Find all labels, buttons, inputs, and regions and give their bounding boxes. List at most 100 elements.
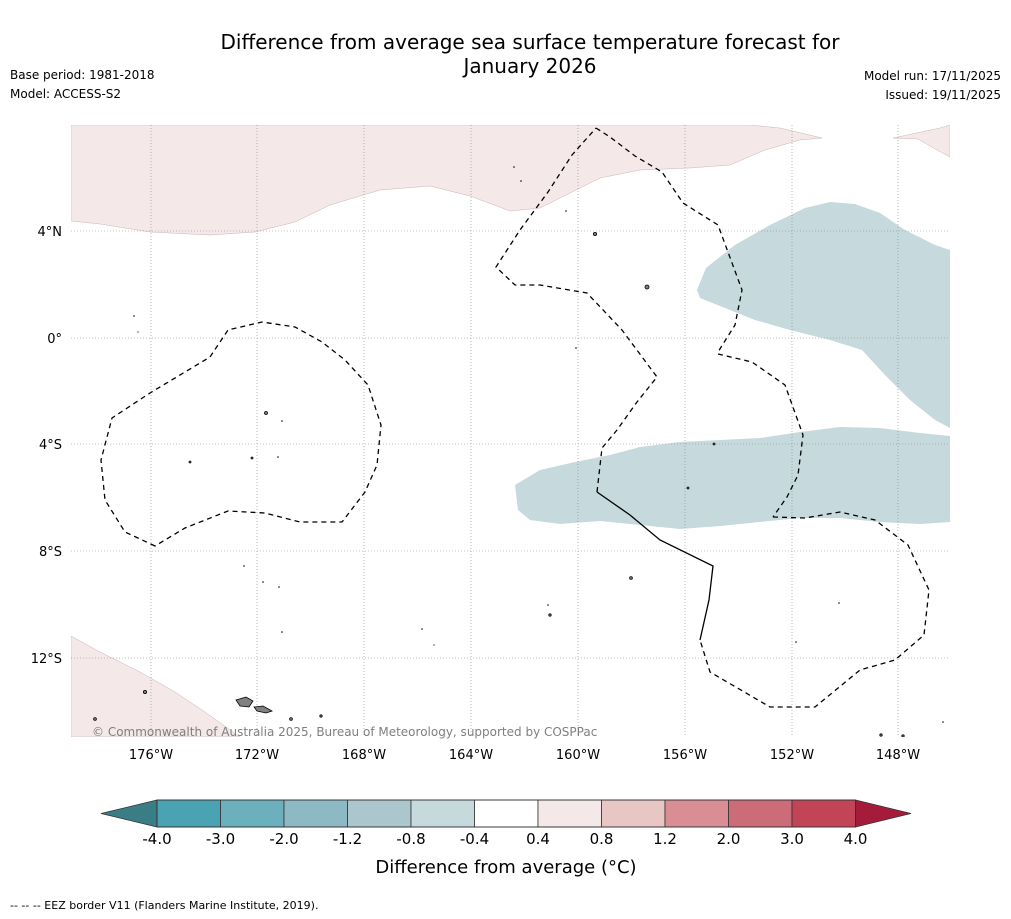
islands [93, 231, 905, 737]
map-area [71, 125, 950, 737]
atoll-m [795, 641, 797, 643]
colorbar-tick-label: -0.8 [396, 830, 425, 848]
atoll-f [277, 456, 279, 458]
eez-border-tokelau-samoa [100, 321, 382, 547]
model-run-text: Model run: 17/11/2025 [863, 69, 1001, 83]
warm-anomaly-region-north [71, 125, 823, 236]
island-small-c [644, 284, 650, 290]
island-small-l [686, 486, 690, 490]
atoll-e [281, 420, 283, 422]
colorbar-tick-label: 4.0 [844, 830, 868, 848]
lon-label-164w: 164°W [449, 748, 493, 763]
island-small-f [289, 717, 293, 721]
lon-label-156w: 156°W [663, 748, 707, 763]
lat-label-0: 0° [47, 332, 62, 347]
copyright-text: © Commonwealth of Australia 2025, Bureau… [92, 725, 597, 739]
island-small-e [93, 717, 97, 721]
model-text: Model: ACCESS-S2 [10, 87, 122, 101]
graticule [71, 125, 950, 737]
colorbar-segment-11 [791, 799, 856, 828]
meta-right: Model run: 17/11/2025 Issued: 19/11/2025 [864, 67, 1001, 105]
lon-label-160w: 160°W [556, 748, 600, 763]
atoll-p [137, 331, 139, 333]
atoll-r [942, 721, 944, 723]
atoll-o [133, 315, 135, 317]
colorbar-segment-5 [410, 799, 475, 828]
colorbar-segment-1 [156, 799, 221, 828]
island-small-n [879, 733, 883, 737]
meta-left: Base period: 1981-2018 Model: ACCESS-S2 [10, 66, 155, 104]
island-small-g [629, 576, 633, 580]
colorbar-segment-9 [664, 799, 729, 828]
atoll-g [243, 565, 245, 567]
colorbar-segment-3 [283, 799, 348, 828]
base-period-text: Base period: 1981-2018 [10, 68, 155, 82]
title-line-2: January 2026 [463, 54, 597, 78]
atoll-d [575, 347, 577, 349]
atoll-a [513, 166, 515, 168]
eez-border-phoenix-line-islands [495, 127, 930, 708]
colorbar-tick-label: 0.4 [526, 830, 550, 848]
eez-border-solid-segment [596, 491, 714, 641]
lat-label-8s: 8°S [39, 545, 62, 560]
lat-label-12s: 12°S [31, 652, 62, 667]
island-small-h [548, 613, 552, 617]
island-small-o [901, 734, 905, 737]
colorbar-segment-8 [601, 799, 666, 828]
atoll-l [547, 604, 549, 606]
colorbar-tick-label: -0.4 [460, 830, 489, 848]
eez-borders [100, 127, 930, 708]
colorbar-tick-label: 2.0 [717, 830, 741, 848]
atoll-q [433, 644, 435, 646]
colorbar-segment-6 [474, 799, 539, 828]
colorbar-segments [156, 799, 856, 828]
warm-anomaly-region-southwest [71, 635, 241, 737]
lon-label-176w: 176°W [129, 748, 173, 763]
atoll-c [565, 210, 567, 212]
title-line-1: Difference from average sea surface temp… [220, 30, 840, 54]
chart-title: Difference from average sea surface temp… [130, 30, 930, 78]
colorbar-tick-label: 1.2 [653, 830, 677, 848]
island-small-b [593, 231, 598, 236]
atoll-n [838, 602, 840, 604]
atoll-i [278, 586, 280, 588]
colorbar-tick-label: -1.2 [333, 830, 362, 848]
island-small-k [712, 442, 716, 446]
island-small-a [264, 411, 268, 415]
latitude-labels: 4°N 0° 4°S 8°S 12°S [31, 225, 62, 667]
colorbar-segment-7 [537, 799, 602, 828]
island-upolu [253, 705, 273, 714]
colorbar-outline [156, 799, 856, 828]
lat-label-4s: 4°S [39, 438, 62, 453]
colorbar-tick-label: 0.8 [590, 830, 614, 848]
island-small-d [142, 690, 147, 695]
island-small-m [319, 714, 323, 718]
colorbar-over-triangle [855, 799, 912, 828]
longitude-labels: 176°W 172°W 168°W 164°W 160°W 156°W 152°… [129, 748, 920, 763]
colorbar-segment-2 [220, 799, 285, 828]
colorbar-tick-label: -4.0 [142, 830, 171, 848]
lon-label-172w: 172°W [235, 748, 279, 763]
colorbar-tick-labels: -4.0 -3.0 -2.0 -1.2 -0.8 -0.4 0.4 0.8 1.… [142, 830, 867, 848]
lon-label-152w: 152°W [770, 748, 814, 763]
colorbar-tick-label: 3.0 [780, 830, 804, 848]
colorbar-tick-label: -3.0 [206, 830, 235, 848]
colorbar-tick-label: -2.0 [269, 830, 298, 848]
colorbar-label: Difference from average (°C) [375, 857, 636, 878]
colorbar-under-triangle [100, 799, 158, 828]
island-small-j [188, 460, 192, 464]
island-savaii [235, 696, 254, 708]
atoll-b [520, 180, 522, 182]
lon-label-148w: 148°W [876, 748, 920, 763]
issued-text: Issued: 19/11/2025 [885, 88, 1001, 102]
colorbar: -4.0 -3.0 -2.0 -1.2 -0.8 -0.4 0.4 0.8 1.… [100, 799, 912, 878]
colorbar-segment-4 [347, 799, 412, 828]
atolls [133, 166, 944, 723]
atoll-j [281, 631, 283, 633]
cool-anomaly-region-south [515, 427, 950, 529]
lon-label-168w: 168°W [342, 748, 386, 763]
eez-footnote: -- -- -- EEZ border V11 (Flanders Marine… [10, 899, 319, 912]
colorbar-segment-10 [728, 799, 793, 828]
atoll-k [421, 628, 423, 630]
